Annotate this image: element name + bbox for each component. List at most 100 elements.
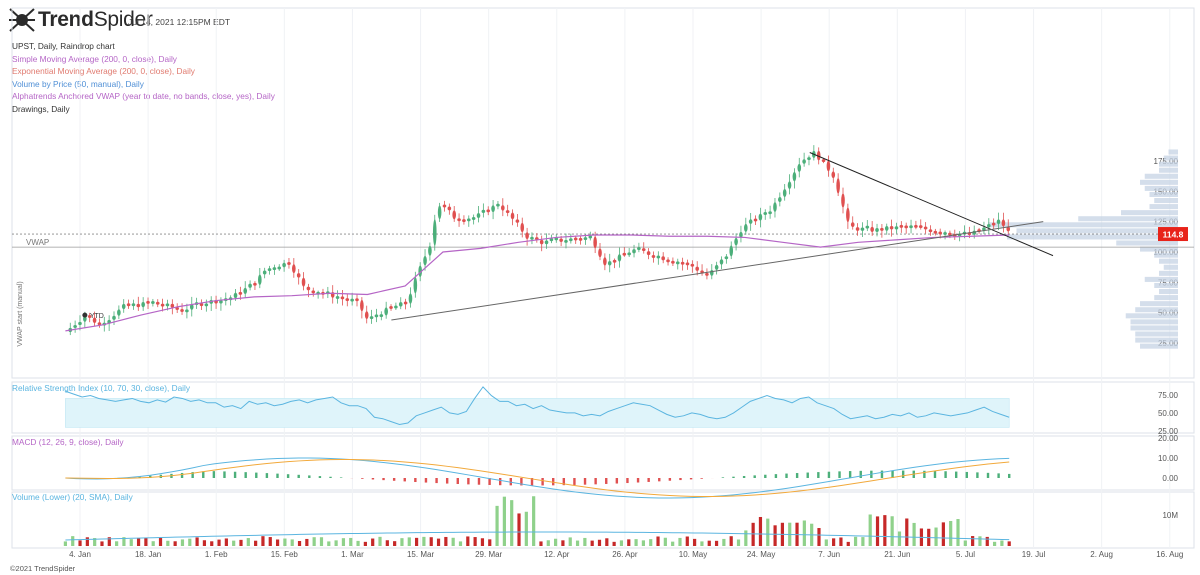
volume-bar xyxy=(473,537,477,546)
volume-bar xyxy=(817,528,821,546)
candle-body xyxy=(73,325,77,329)
vbp-bar xyxy=(1154,252,1178,258)
vbp-bar xyxy=(1163,264,1178,270)
candle-body xyxy=(437,205,442,220)
volume-panel-label[interactable]: Volume (Lower) (20, SMA), Daily xyxy=(12,492,133,502)
macd-histogram-bar xyxy=(615,478,619,484)
macd-panel-label[interactable]: MACD (12, 26, 9, close), Daily xyxy=(12,437,124,447)
candle-body xyxy=(1001,219,1006,227)
candle-body xyxy=(841,193,845,208)
volume-bar xyxy=(378,536,382,546)
volume-bar xyxy=(941,522,945,546)
vbp-bar xyxy=(1078,216,1178,222)
volume-bar xyxy=(283,538,287,546)
volume-bar xyxy=(663,537,667,546)
macd-histogram-bar xyxy=(562,478,566,486)
candle-body xyxy=(690,263,695,267)
candle-body xyxy=(889,226,894,230)
vbp-bar xyxy=(988,222,1178,228)
volume-bar xyxy=(502,496,506,546)
candle-body xyxy=(870,226,874,233)
volume-bar xyxy=(202,540,207,546)
candle-body xyxy=(530,236,534,240)
x-tick-label: 16. Aug xyxy=(1156,550,1183,559)
macd-histogram-bar xyxy=(371,478,375,480)
rsi-panel-label[interactable]: Relative Strength Index (10, 70, 30, clo… xyxy=(12,383,191,393)
volume-bar xyxy=(802,520,806,546)
ytd-marker-label: YTD xyxy=(90,313,104,320)
volume-bar xyxy=(63,541,68,546)
volume-bar xyxy=(407,537,411,546)
y-tick-label: 100.00 xyxy=(1154,248,1179,257)
volume-bar xyxy=(524,511,528,546)
x-tick-label: 15. Mar xyxy=(407,550,434,559)
x-tick-label: 7. Jun xyxy=(818,550,840,559)
volume-bar xyxy=(334,540,338,546)
x-tick-label: 15. Feb xyxy=(271,550,299,559)
volume-bar xyxy=(714,540,719,546)
macd-histogram-bar xyxy=(806,472,809,478)
macd-histogram-bar xyxy=(149,475,152,478)
candle-body xyxy=(758,213,763,221)
candle-body xyxy=(739,231,743,238)
candle-body xyxy=(374,314,379,318)
candle-body xyxy=(515,219,520,223)
vbp-bar xyxy=(1140,343,1178,349)
candle-body xyxy=(92,317,97,324)
timestamp: Jul 14, 2021 12:15PM EDT xyxy=(128,17,231,27)
legend-item-vwap[interactable]: Alphatrends Anchored VWAP (year to date,… xyxy=(12,91,275,101)
candle-body xyxy=(943,232,947,236)
volume-bar xyxy=(517,513,521,546)
candle-body xyxy=(778,197,782,203)
candle-body xyxy=(564,239,568,243)
y-tick-label: 175.00 xyxy=(1154,157,1179,166)
candle-body xyxy=(909,225,913,229)
legend-item-drawings[interactable]: Drawings, Daily xyxy=(12,103,70,114)
rsi-y-tick: 75.00 xyxy=(1158,391,1179,400)
macd-histogram-bar xyxy=(541,478,544,486)
vbp-bar xyxy=(1140,179,1178,185)
candle-body xyxy=(948,232,952,236)
candle-body xyxy=(442,204,447,208)
volume-bar xyxy=(356,540,360,546)
legend-item-ema[interactable]: Exponential Moving Average (200, 0, clos… xyxy=(12,66,195,76)
candle-body xyxy=(97,322,102,326)
legend-item-chart[interactable]: UPST, Daily, Raindrop chart xyxy=(12,41,115,51)
legend-item-sma[interactable]: Simple Moving Average (200, 0, close), D… xyxy=(12,53,177,64)
volume-bar xyxy=(312,537,316,546)
x-tick-label: 4. Jan xyxy=(69,550,91,559)
macd-histogram-bar xyxy=(880,470,884,478)
volume-bar xyxy=(210,541,214,546)
candle-body xyxy=(675,261,680,265)
volume-bar xyxy=(963,540,967,546)
candle-body xyxy=(525,232,529,240)
volume-bar xyxy=(853,536,858,546)
vbp-bar xyxy=(1016,228,1178,234)
candle-body xyxy=(641,248,646,252)
candle-body xyxy=(418,265,422,278)
volume-bar xyxy=(605,538,609,546)
macd-histogram-bar xyxy=(424,478,428,483)
macd-histogram-bar xyxy=(986,472,990,478)
vbp-bar xyxy=(1149,204,1178,210)
volume-bar xyxy=(824,539,828,546)
candle-body xyxy=(282,262,286,268)
volume-bar xyxy=(890,516,894,546)
vbp-bar xyxy=(1168,149,1178,155)
vbp-bar xyxy=(1007,234,1178,240)
macd-y-tick: 10.00 xyxy=(1158,454,1179,463)
volume-bar xyxy=(436,538,441,546)
candle-body xyxy=(714,264,719,270)
volume-bar xyxy=(700,541,704,546)
volume-bar xyxy=(546,540,550,546)
candle-body xyxy=(423,255,427,266)
candle-body xyxy=(651,254,656,258)
legend-item-vbp[interactable]: Volume by Price (50, manual), Daily xyxy=(12,78,144,89)
macd-histogram-bar xyxy=(509,478,512,486)
candle-body xyxy=(938,231,943,235)
volume-bar xyxy=(905,518,909,546)
candle-body xyxy=(501,205,505,211)
candle-body xyxy=(996,219,1001,225)
volume-bar xyxy=(590,540,594,546)
